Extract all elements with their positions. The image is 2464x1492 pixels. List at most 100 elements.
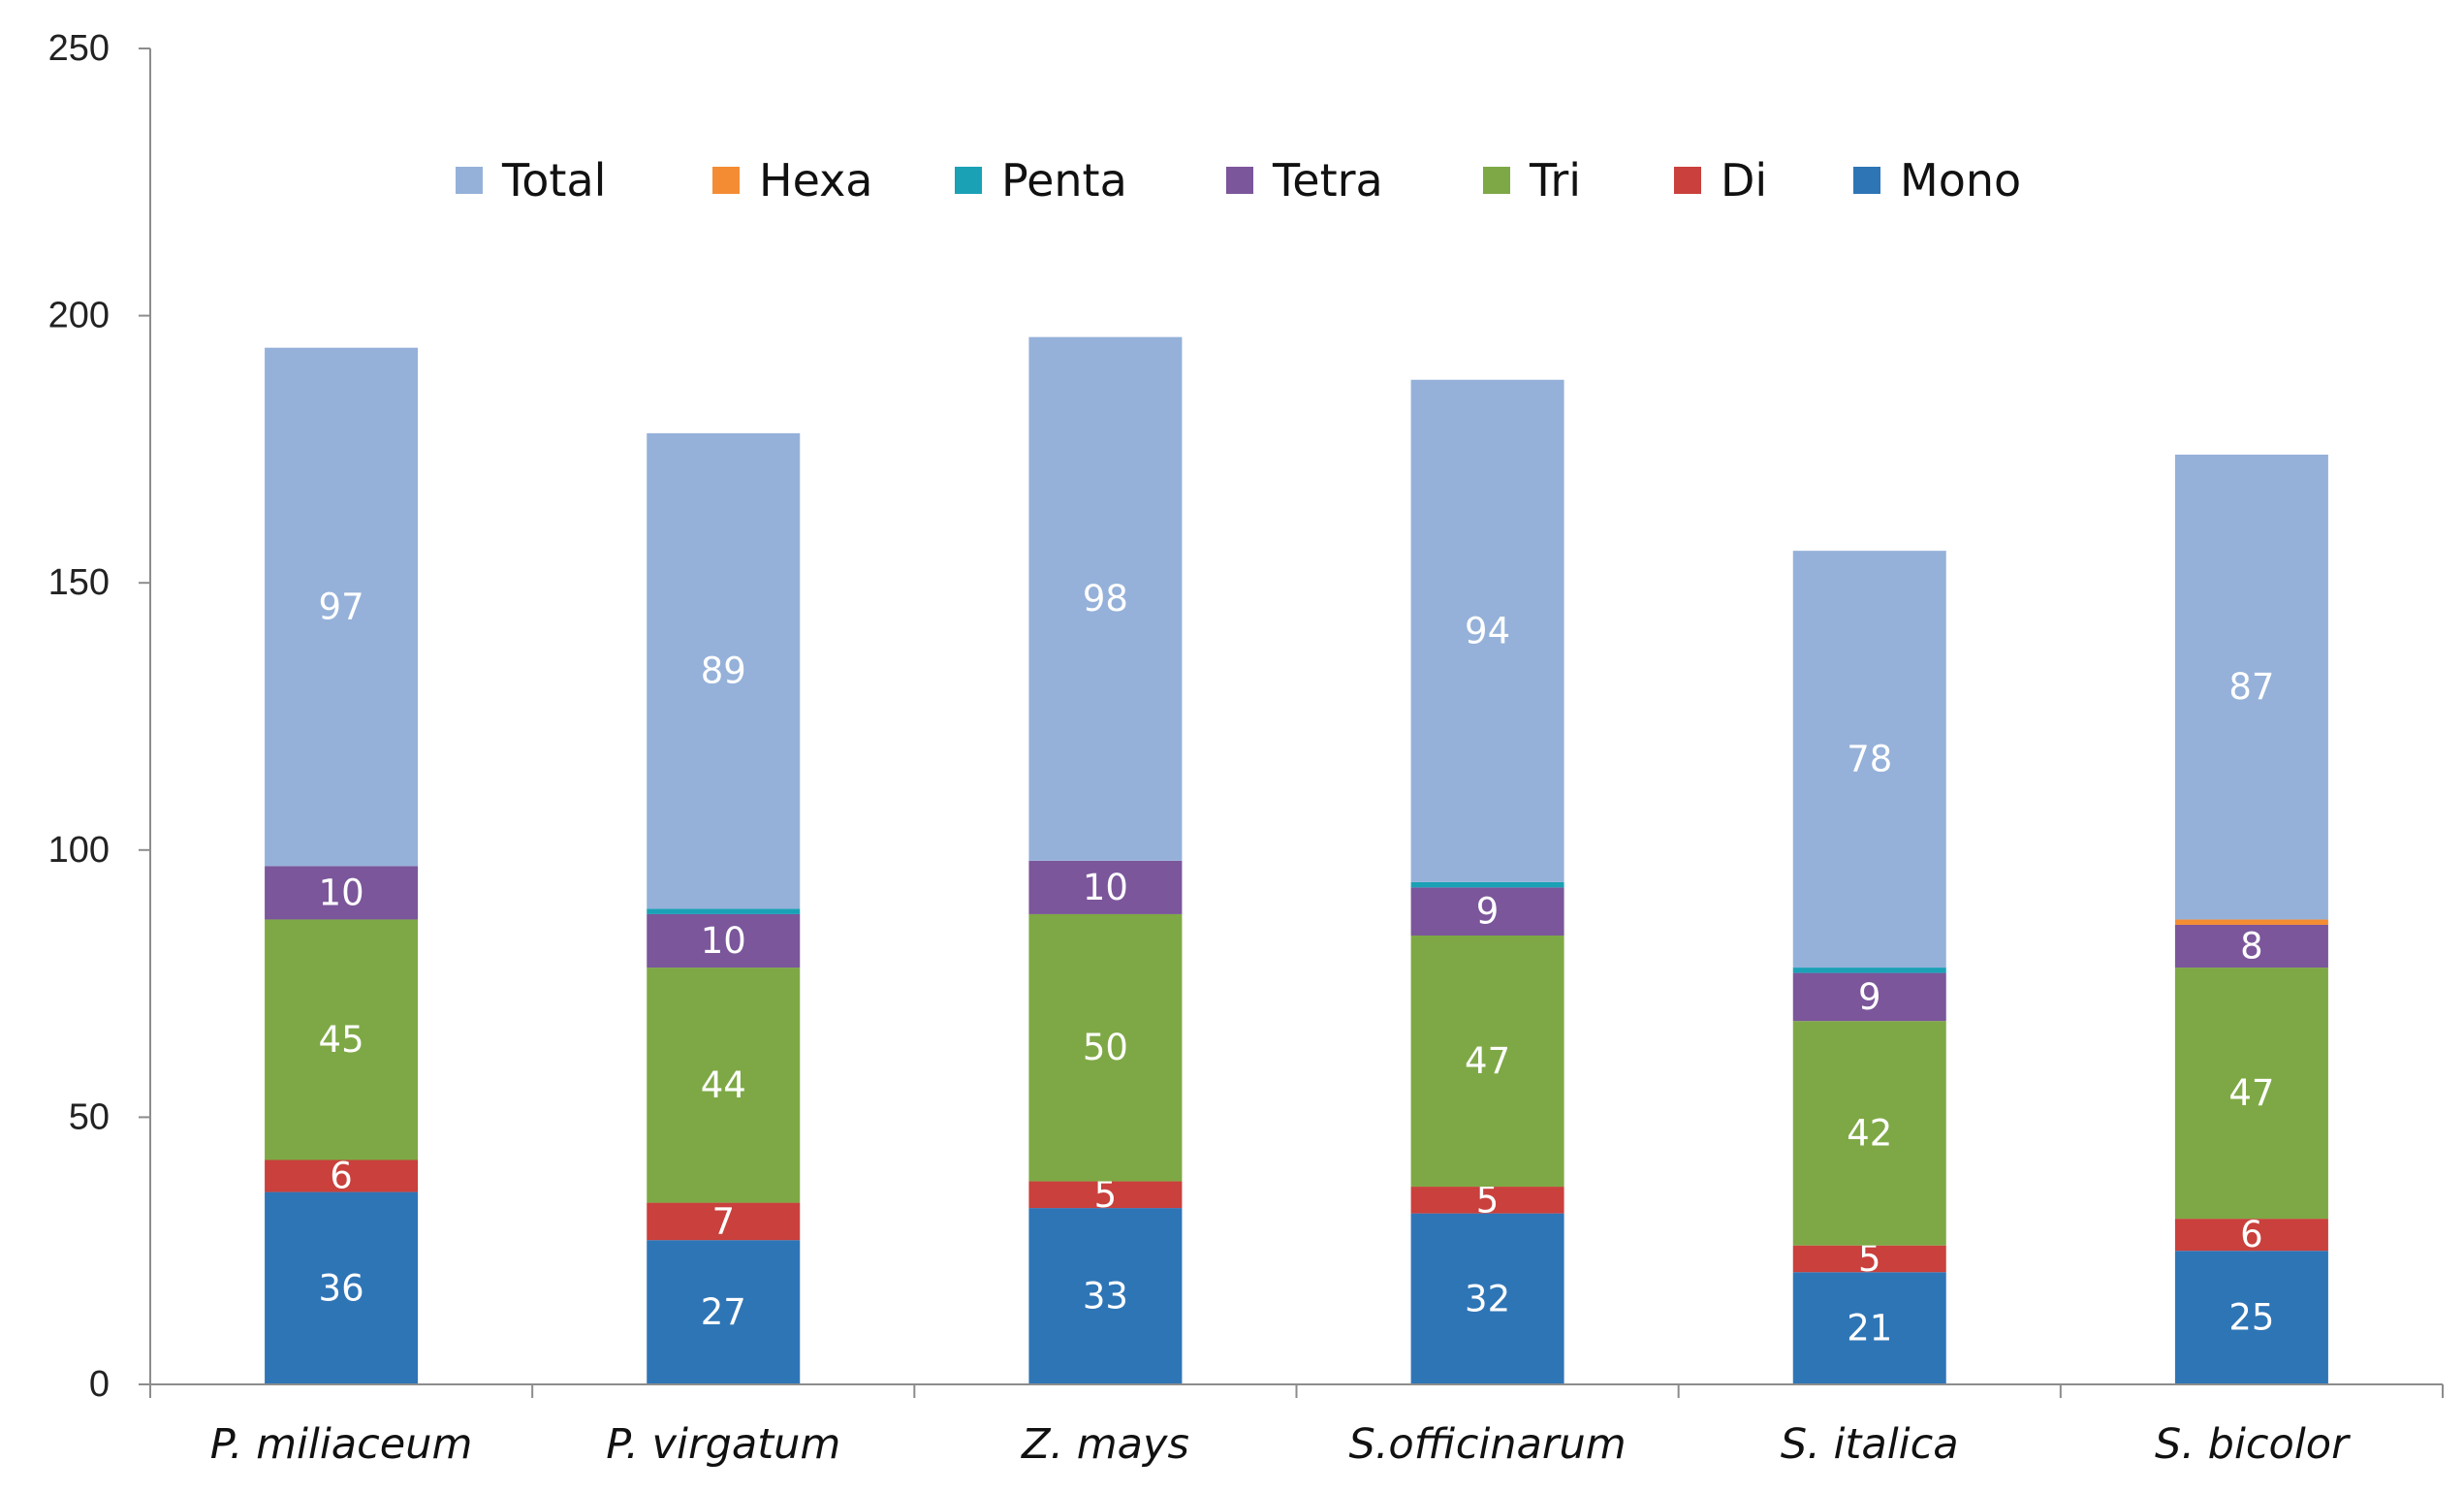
data-label-total-z-mays: 98 <box>1083 578 1128 619</box>
bar-tetra-p-virgatum <box>647 913 801 968</box>
legend: Total Hexa Penta Tetra Tri Di Mono <box>456 154 2021 206</box>
data-label-tetra-s-bicolor: 8 <box>2240 926 2263 968</box>
y-tick-label-200: 200 <box>48 296 110 336</box>
legend-label-penta: Penta <box>1001 154 1127 206</box>
legend-swatch-tetra <box>1226 167 1253 194</box>
bar-mono-z-mays <box>1028 1208 1183 1384</box>
bar-mono-p-virgatum <box>647 1240 801 1384</box>
data-label-di-p-miliaceum: 6 <box>330 1156 353 1197</box>
bar-penta-p-virgatum <box>647 908 801 914</box>
data-label-total-p-miliaceum: 97 <box>319 587 364 628</box>
legend-item-tetra: Tetra <box>1226 154 1383 206</box>
legend-item-hexa: Hexa <box>712 154 873 206</box>
legend-swatch-tri <box>1483 167 1510 194</box>
data-label-mono-z-mays: 33 <box>1083 1276 1128 1317</box>
data-label-tri-s-bicolor: 47 <box>2228 1072 2274 1114</box>
data-label-tri-z-mays: 50 <box>1083 1027 1128 1068</box>
data-label-mono-s-officinarum: 32 <box>1465 1278 1510 1319</box>
data-label-tetra-p-virgatum: 10 <box>701 920 746 962</box>
bars-layer: 3664510972774410893355010983254799421542… <box>265 336 2328 1384</box>
data-label-tetra-s-italica: 9 <box>1858 976 1881 1018</box>
bar-total-p-miliaceum <box>265 347 419 867</box>
legend-item-di: Di <box>1674 154 1767 206</box>
data-label-total-s-officinarum: 94 <box>1465 610 1510 651</box>
bar-tetra-p-miliaceum <box>265 866 419 920</box>
x-tick-label-s-officinarum: S.officinarum <box>1348 1420 1626 1469</box>
bar-penta-s-officinarum <box>1410 881 1564 888</box>
y-tick-label-150: 150 <box>48 562 110 603</box>
legend-label-hexa: Hexa <box>759 154 873 206</box>
data-label-di-p-virgatum: 7 <box>711 1200 735 1242</box>
legend-swatch-di <box>1674 167 1701 194</box>
data-label-total-s-italica: 78 <box>1847 739 1892 780</box>
data-label-mono-s-bicolor: 25 <box>2228 1297 2274 1339</box>
legend-label-tetra: Tetra <box>1272 154 1383 206</box>
bar-total-s-bicolor <box>2174 454 2328 920</box>
data-label-tetra-p-miliaceum: 10 <box>319 872 364 913</box>
legend-swatch-hexa <box>712 167 740 194</box>
bar-tri-p-miliaceum <box>265 919 419 1160</box>
legend-item-penta: Penta <box>955 154 1127 206</box>
y-tick-label-0: 0 <box>89 1364 110 1405</box>
legend-swatch-total <box>456 167 483 194</box>
bar-tetra-z-mays <box>1028 860 1183 914</box>
bar-tri-s-officinarum <box>1410 935 1564 1188</box>
data-label-di-s-italica: 5 <box>1858 1238 1881 1280</box>
bar-di-p-virgatum <box>647 1202 801 1241</box>
x-tick-label-p-virgatum: P. virgatum <box>606 1420 840 1469</box>
bar-mono-s-bicolor <box>2174 1251 2328 1384</box>
x-tick-label-s-italica: S. italica <box>1781 1420 1959 1469</box>
axes-layer: 0 50 100 150 200 250 P. miliaceum P. virgatum Z.… <box>48 28 2444 1469</box>
bar-di-p-miliaceum <box>265 1159 419 1192</box>
data-label-di-s-bicolor: 6 <box>2240 1214 2263 1255</box>
data-label-tetra-s-officinarum: 9 <box>1476 891 1500 933</box>
bar-tri-z-mays <box>1028 913 1183 1182</box>
bar-tri-s-bicolor <box>2174 968 2328 1220</box>
y-tick-label-250: 250 <box>48 28 110 69</box>
bar-total-s-officinarum <box>1410 379 1564 882</box>
bar-tetra-s-officinarum <box>1410 887 1564 936</box>
bar-mono-s-officinarum <box>1410 1213 1564 1384</box>
bar-di-s-bicolor <box>2174 1219 2328 1252</box>
data-label-di-s-officinarum: 5 <box>1476 1179 1500 1221</box>
bar-tetra-s-italica <box>1792 972 1946 1022</box>
legend-label-di: Di <box>1721 154 1767 206</box>
legend-label-mono: Mono <box>1900 154 2021 206</box>
legend-item-total: Total <box>456 154 606 206</box>
data-label-mono-s-italica: 21 <box>1847 1308 1892 1349</box>
data-label-tri-s-italica: 42 <box>1847 1112 1892 1154</box>
legend-item-mono: Mono <box>1853 154 2021 206</box>
bar-tri-s-italica <box>1792 1021 1946 1246</box>
bar-total-p-virgatum <box>647 432 801 909</box>
bar-hexa-s-bicolor <box>2174 919 2328 925</box>
bar-total-s-italica <box>1792 551 1946 968</box>
legend-item-tri: Tri <box>1483 154 1581 206</box>
data-label-tetra-z-mays: 10 <box>1083 867 1128 908</box>
y-tick-label-100: 100 <box>48 830 110 871</box>
bar-tri-p-virgatum <box>647 968 801 1203</box>
x-tick-label-p-miliaceum: P. miliaceum <box>210 1420 473 1469</box>
bar-penta-s-italica <box>1792 968 1946 973</box>
x-tick-label-s-bicolor: S. bicolor <box>2155 1420 2351 1469</box>
bar-total-z-mays <box>1028 336 1183 861</box>
bar-mono-p-miliaceum <box>265 1191 419 1384</box>
data-label-tri-s-officinarum: 47 <box>1465 1040 1510 1082</box>
data-label-di-z-mays: 5 <box>1094 1174 1118 1216</box>
legend-label-total: Total <box>501 154 606 206</box>
x-tick-label-z-mays: Z. mays <box>1021 1420 1189 1469</box>
bar-di-s-italica <box>1792 1245 1946 1273</box>
data-label-total-s-bicolor: 87 <box>2228 666 2274 708</box>
data-label-tri-p-virgatum: 44 <box>701 1064 746 1106</box>
legend-swatch-mono <box>1853 167 1880 194</box>
bar-mono-s-italica <box>1792 1272 1946 1384</box>
bar-di-s-officinarum <box>1410 1187 1564 1214</box>
bar-di-z-mays <box>1028 1181 1183 1209</box>
data-label-total-p-virgatum: 89 <box>701 651 746 692</box>
bar-tetra-s-bicolor <box>2174 924 2328 968</box>
legend-swatch-penta <box>955 167 982 194</box>
y-tick-label-50: 50 <box>69 1096 110 1137</box>
data-label-mono-p-virgatum: 27 <box>701 1291 746 1333</box>
legend-label-tri: Tri <box>1529 154 1581 206</box>
